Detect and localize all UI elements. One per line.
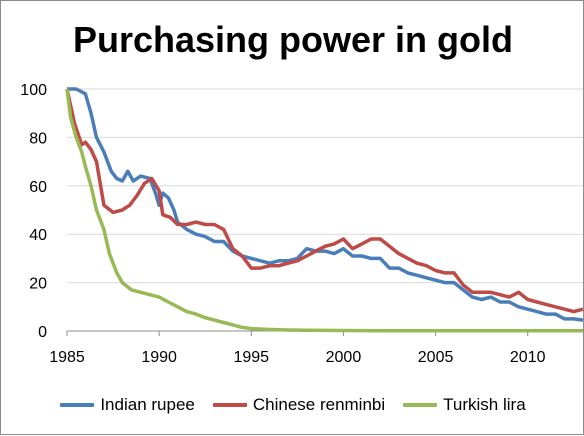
y-tick-label: 0 (38, 324, 47, 341)
legend-swatch (403, 403, 438, 407)
y-tick-label: 80 (29, 130, 47, 147)
x-tick-label: 2000 (326, 349, 362, 366)
chart-title: Purchasing power in gold (72, 19, 514, 60)
y-tick-label: 40 (29, 227, 47, 244)
x-tick-label: 1995 (233, 349, 269, 366)
x-tick-label: 1985 (49, 349, 85, 366)
legend: Indian rupee Chinese renminbi Turkish li… (1, 394, 584, 416)
series-line-chinese-renminbi (65, 88, 584, 314)
series-line-indian-rupee (67, 87, 584, 322)
legend-swatch (212, 403, 247, 407)
legend-label: Turkish lira (443, 395, 526, 414)
legend-swatch (60, 403, 95, 407)
legend-label: Chinese renminbi (252, 395, 386, 414)
x-tick-label: 2010 (510, 349, 546, 366)
x-tick-label: 1990 (141, 349, 177, 366)
legend-item-chinese-renminbi: Chinese renminbi (212, 395, 386, 415)
series-lines (65, 87, 584, 333)
legend-label: Indian rupee (100, 395, 195, 414)
y-tick-label: 20 (29, 276, 47, 293)
legend-item-indian-rupee: Indian rupee (60, 395, 195, 415)
x-axis-ticks: 1985 1990 1995 2000 2005 2010 (49, 331, 546, 366)
y-tick-label: 60 (29, 179, 47, 196)
series-line-turkish-lira (65, 88, 583, 333)
legend-item-turkish-lira: Turkish lira (403, 395, 526, 415)
y-tick-label: 100 (20, 82, 47, 99)
x-tick-label: 2005 (418, 349, 454, 366)
y-axis-ticks: 0 20 40 60 80 100 (20, 82, 47, 341)
